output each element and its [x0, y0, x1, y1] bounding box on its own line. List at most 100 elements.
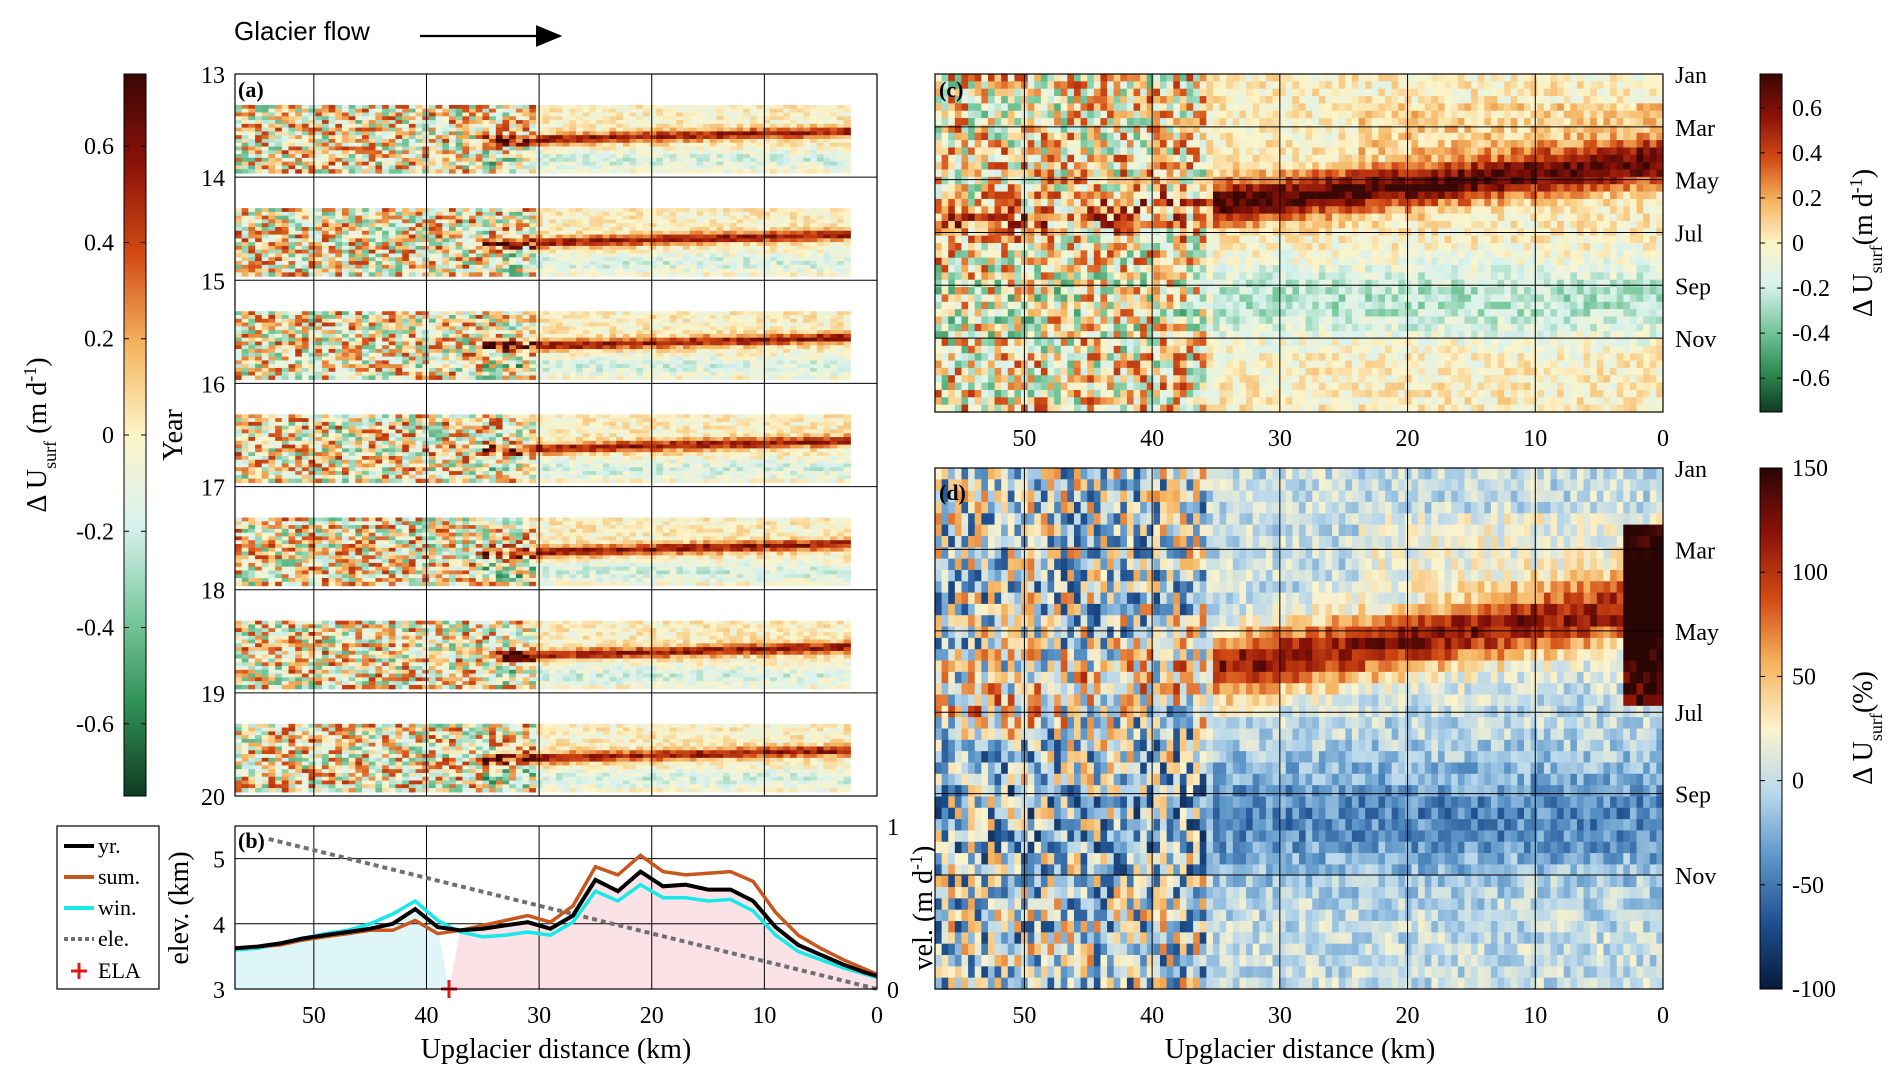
x-tick-label: 50 — [1012, 426, 1036, 452]
y-tick-label: 4 — [213, 913, 225, 939]
colorbar-c: 0.6 0.4 0.2 0 -0.2 -0.4 -0.6 Δ Usurf(m d-1) — [1759, 73, 1886, 413]
panel-c-frame — [934, 73, 1664, 413]
ablation-shade — [449, 871, 877, 989]
panel-a-label: (a) — [238, 77, 264, 102]
x-tick-label: 0 — [1657, 426, 1669, 452]
x-tick-label: 20 — [640, 1003, 664, 1029]
colorbar-d-label: Δ Usurf(%) — [1848, 671, 1886, 785]
legend-label-ela: ELA — [98, 958, 141, 983]
panel-c: (c) 50 40 30 20 10 0 Jan Mar May Jul Sep Nov — [934, 63, 1719, 452]
x-tick-label: 30 — [1268, 1003, 1292, 1029]
panel-b-ylabel-right: vel. (m d-1) — [906, 846, 939, 971]
y-tick-label: 15 — [201, 269, 225, 295]
panel-b-xlabel: Upglacier distance (km) — [421, 1034, 692, 1065]
y-tick-label-right: 0 — [887, 978, 899, 1004]
x-tick-label: 20 — [1396, 426, 1420, 452]
x-tick-label: 10 — [752, 1003, 776, 1029]
colorbar-tick-label: -0.4 — [76, 616, 114, 642]
glacier-flow-label: Glacier flow — [234, 16, 370, 46]
colorbar-tick-label: -0.4 — [1792, 321, 1830, 347]
y-tick-label: 19 — [201, 682, 225, 708]
colorbar-tick-label: 0 — [1792, 231, 1804, 257]
y-tick-label: 14 — [201, 166, 225, 192]
x-tick-label: 50 — [302, 1003, 326, 1029]
x-tick-label: 10 — [1523, 1003, 1547, 1029]
colorbar-tick-label: 0.4 — [1792, 141, 1822, 167]
month-tick-label: May — [1675, 169, 1719, 195]
month-tick-label: Mar — [1675, 538, 1715, 564]
panel-d: (d) 50 40 30 20 10 0 Jan Mar May Jul Sep Nov Upglac… — [934, 457, 1719, 1065]
colorbar-tick-label: 100 — [1792, 560, 1828, 586]
colorbar-c-label: Δ Usurf(m d-1) — [1846, 169, 1886, 317]
panel-d-xlabel: Upglacier distance (km) — [1165, 1034, 1436, 1065]
colorbar-tick-label: -50 — [1792, 873, 1824, 899]
x-tick-label: 20 — [1396, 1003, 1420, 1029]
month-tick-label: Sep — [1675, 783, 1711, 809]
x-tick-label: 10 — [1523, 426, 1547, 452]
month-tick-label: Mar — [1675, 116, 1715, 142]
colorbar-tick-label: -100 — [1792, 977, 1836, 1003]
x-tick-label: 40 — [1140, 426, 1164, 452]
month-tick-label: May — [1675, 620, 1719, 646]
series-yr-line — [234, 869, 878, 978]
month-tick-label: Jul — [1675, 701, 1703, 727]
x-tick-label: 30 — [1268, 426, 1292, 452]
month-tick-label: Jan — [1675, 457, 1707, 483]
colorbar-tick-label: 0.2 — [1792, 186, 1822, 212]
colorbar-tick-label: 50 — [1792, 664, 1816, 690]
x-tick-label: 50 — [1012, 1003, 1036, 1029]
panel-a-ylabel: Year — [158, 409, 189, 461]
panel-a-frame — [234, 73, 878, 797]
colorbar-d-bar — [1759, 467, 1783, 990]
colorbar-tick-label: -0.2 — [1792, 276, 1830, 302]
month-tick-label: Jul — [1675, 221, 1703, 247]
colorbar-tick-label: -0.6 — [76, 712, 114, 738]
month-tick-label: Jan — [1675, 63, 1707, 89]
legend-label-yr: yr. — [98, 833, 121, 858]
panel-b-ylabel-left: elev. (km) — [164, 851, 195, 964]
colorbar-tick-label: 0 — [1792, 769, 1804, 795]
x-tick-label: 40 — [1140, 1003, 1164, 1029]
x-tick-label: 30 — [527, 1003, 551, 1029]
x-tick-label: 0 — [871, 1003, 883, 1029]
colorbar-a-label: Δ Usurf (m d-1) — [20, 357, 60, 512]
y-tick-label-right: 1 — [887, 815, 899, 841]
panel-c-label: (c) — [939, 77, 963, 102]
y-tick-label: 16 — [201, 372, 225, 398]
colorbar-tick-label: 0.4 — [84, 230, 114, 256]
colorbar-tick-label: 0.6 — [84, 134, 114, 160]
colorbar-tick-label: -0.6 — [1792, 366, 1830, 392]
colorbar-tick-label: 0.2 — [84, 327, 114, 353]
panel-b-label: (b) — [238, 828, 265, 853]
legend-swatch-ela — [71, 963, 87, 979]
y-tick-label: 13 — [201, 63, 225, 89]
x-tick-label: 40 — [414, 1003, 438, 1029]
y-tick-label: 20 — [201, 785, 225, 811]
legend-label-sum: sum. — [98, 864, 140, 889]
colorbar-tick-label: 0.6 — [1792, 96, 1822, 122]
panel-d-heatmap — [935, 468, 1664, 990]
colorbar-a: 0.6 0.4 0.2 0 -0.2 -0.4 -0.6 Δ Usurf (m d-1) — [20, 73, 147, 797]
panel-a: (a) 13 14 15 16 17 18 19 20 Year — [158, 63, 878, 811]
y-tick-label: 3 — [213, 978, 225, 1004]
series-ele-line — [268, 837, 878, 991]
colorbar-d: 150 100 50 0 -50 -100 Δ Usurf(%) — [1759, 456, 1886, 1003]
colorbar-tick-label: 0 — [102, 423, 114, 449]
panel-d-frame — [934, 467, 1664, 990]
colorbar-tick-label: -0.2 — [76, 519, 114, 545]
panel-d-label: (d) — [939, 480, 966, 505]
panel-a-heatmap — [235, 104, 851, 793]
panel-c-heatmap — [935, 74, 1664, 413]
month-tick-label: Nov — [1675, 864, 1716, 890]
panel-b-legend: yr. sum. win. ele. ELA — [56, 825, 160, 990]
x-tick-label: 0 — [1657, 1003, 1669, 1029]
y-tick-label: 5 — [213, 848, 225, 874]
y-tick-label: 17 — [201, 476, 225, 502]
month-tick-label: Nov — [1675, 327, 1716, 353]
legend-label-win: win. — [98, 895, 137, 920]
colorbar-tick-label: 150 — [1792, 456, 1828, 482]
legend-label-ele: ele. — [98, 926, 129, 951]
y-tick-label: 18 — [201, 579, 225, 605]
